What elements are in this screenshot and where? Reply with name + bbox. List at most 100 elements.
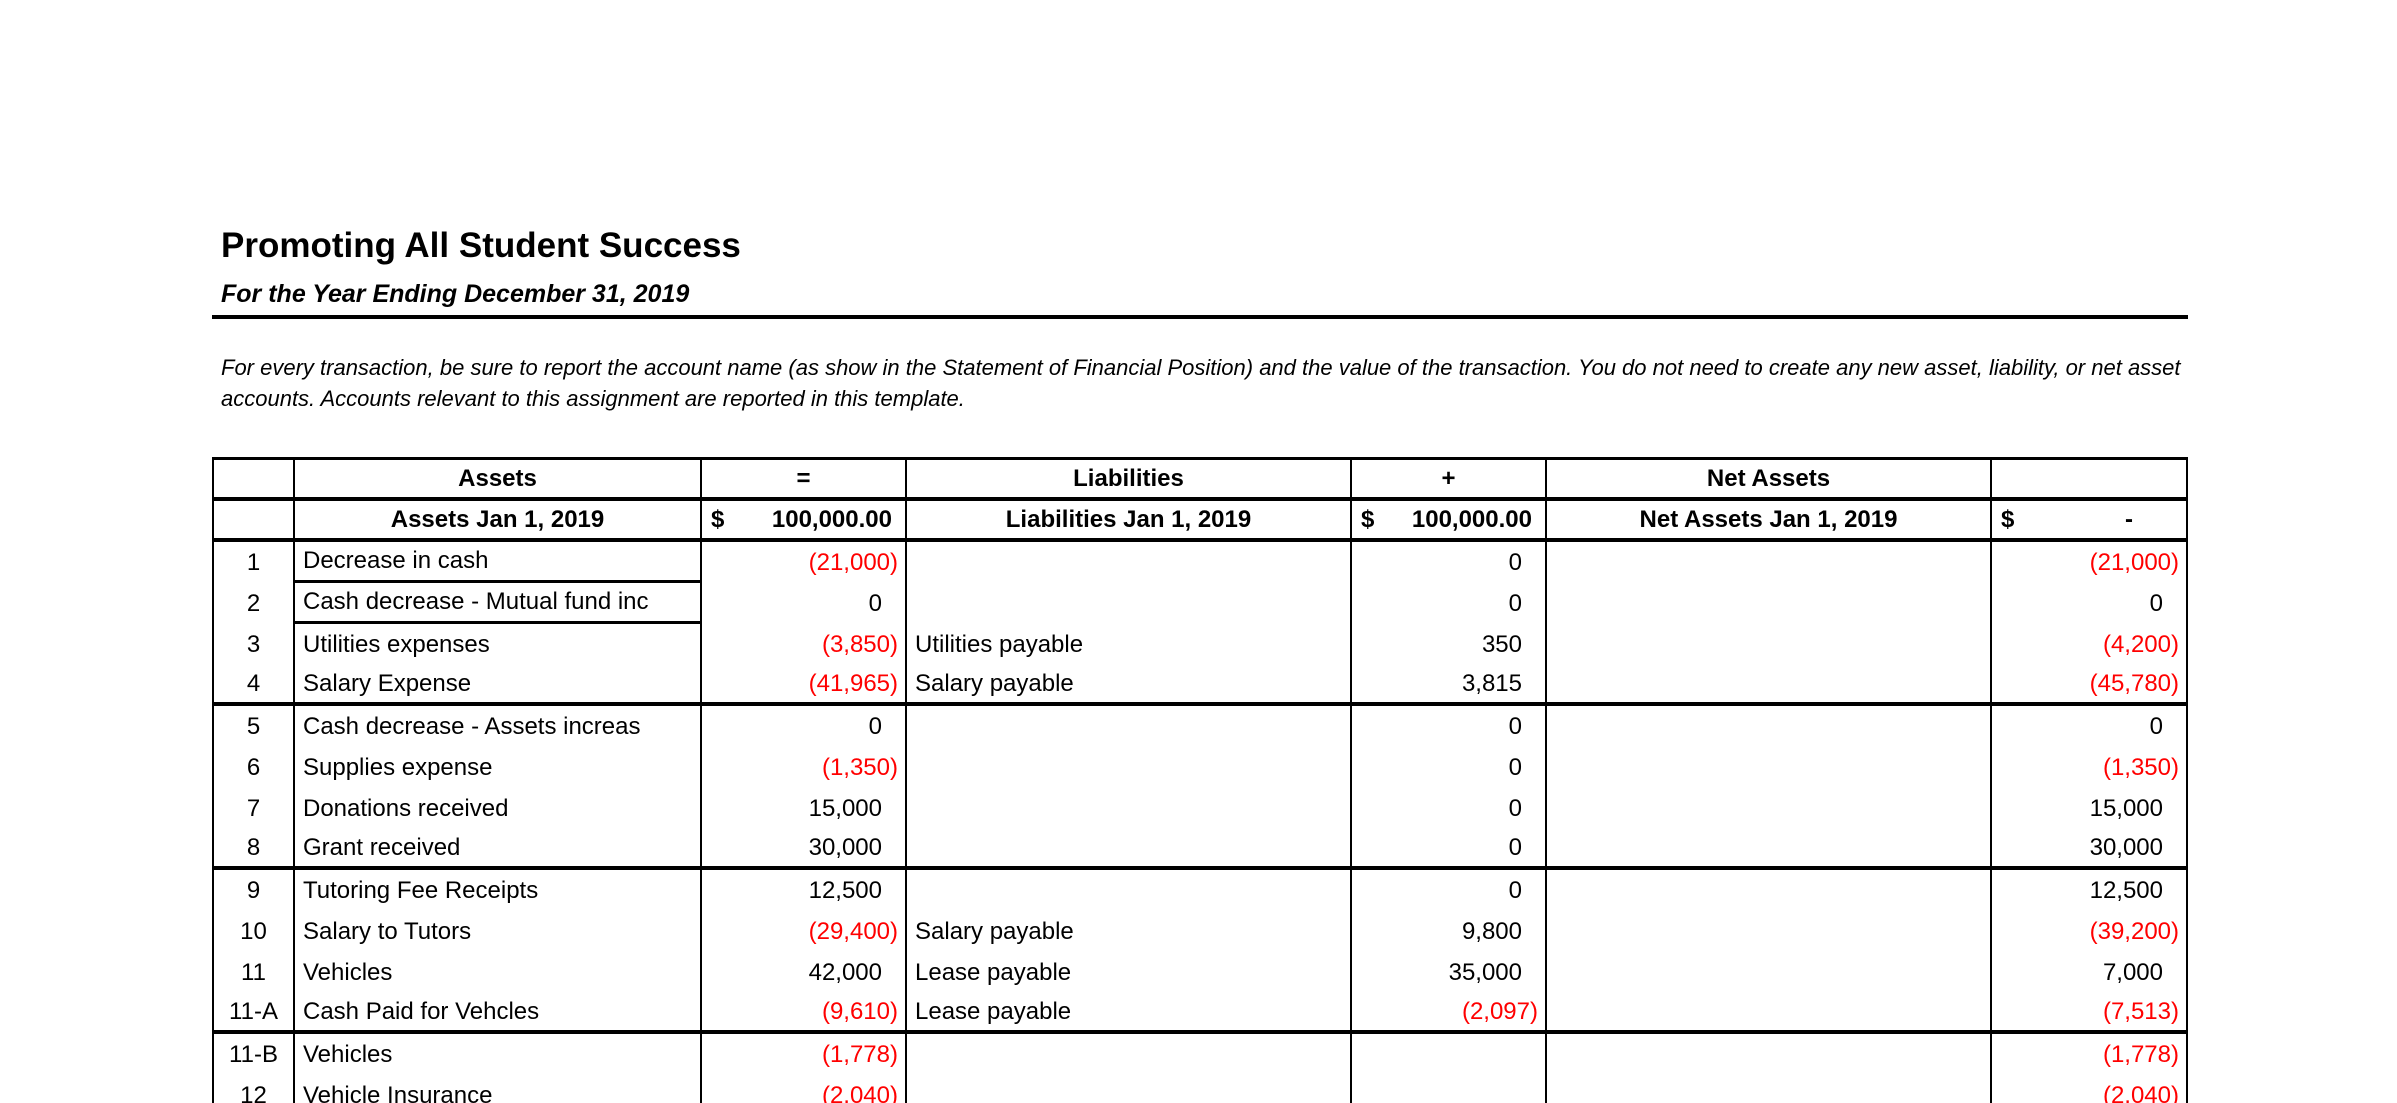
asset-value-cell[interactable]: (2,040) — [702, 1075, 907, 1103]
asset-account-cell[interactable]: Donations received — [295, 788, 702, 829]
asset-account-cell[interactable]: Cash decrease - Mutual fund inc — [295, 583, 702, 624]
liability-value-cell[interactable]: 35,000 — [1352, 952, 1547, 993]
table-row-11A: 11-A Cash Paid for Vehcles (9,610) Lease… — [214, 993, 2186, 1034]
liability-account-cell[interactable]: Salary payable — [907, 911, 1352, 952]
liability-value-cell[interactable]: 0 — [1352, 747, 1547, 788]
liabilities-beginning-label: Liabilities Jan 1, 2019 — [907, 501, 1352, 538]
liability-account-cell[interactable]: Lease payable — [907, 952, 1352, 993]
asset-value-cell[interactable]: (29,400) — [702, 911, 907, 952]
net-asset-value-cell[interactable]: (45,780) — [2089, 669, 2179, 697]
net-asset-account-cell[interactable] — [1547, 747, 1992, 788]
liability-value-cell[interactable]: 0 — [1352, 788, 1547, 829]
asset-value-cell[interactable]: 30,000 — [702, 829, 907, 866]
asset-value-cell[interactable]: (3,850) — [702, 624, 907, 665]
asset-account-cell[interactable]: Vehicles — [295, 952, 702, 993]
net-assets-beginning-value[interactable]: $ - — [1992, 501, 2186, 538]
net-asset-account-cell[interactable] — [1547, 665, 1992, 702]
liability-account-cell[interactable] — [907, 583, 1352, 624]
net-asset-account-cell[interactable] — [1547, 542, 1992, 583]
liability-account-cell[interactable]: Utilities payable — [907, 624, 1352, 665]
net-asset-account-cell[interactable] — [1547, 911, 1992, 952]
net-asset-account-cell[interactable] — [1547, 583, 1992, 624]
asset-value-cell[interactable]: 0 — [702, 706, 907, 747]
asset-account-cell[interactable]: Grant received — [295, 829, 702, 866]
net-asset-account-cell[interactable] — [1547, 829, 1992, 866]
table-row-8: 8 Grant received 30,000 0 30,000 — [214, 829, 2186, 870]
liability-account-cell[interactable] — [907, 747, 1352, 788]
net-asset-value-cell[interactable]: (1,778) — [2102, 1040, 2179, 1068]
liability-value-cell[interactable]: 350 — [1352, 624, 1547, 665]
liabilities-beginning-amount: 100,000.00 — [1411, 505, 1532, 533]
liability-account-cell[interactable] — [907, 1075, 1352, 1103]
net-asset-value-cell[interactable]: 15,000 — [2089, 794, 2163, 822]
liability-value-cell[interactable] — [1352, 1075, 1547, 1103]
liability-account-cell[interactable] — [907, 788, 1352, 829]
asset-account-cell[interactable]: Vehicle Insurance — [295, 1075, 702, 1103]
net-asset-value-cell[interactable]: 30,000 — [2089, 833, 2163, 861]
net-asset-account-cell[interactable] — [1547, 870, 1992, 911]
liability-value-cell[interactable]: 0 — [1352, 542, 1547, 583]
row-number-cell: 7 — [214, 788, 295, 829]
net-asset-value-cell[interactable]: (7,513) — [2102, 997, 2179, 1025]
net-asset-value-cell[interactable]: 0 — [2149, 589, 2163, 617]
asset-value-cell[interactable]: (9,610) — [702, 993, 907, 1030]
asset-account-cell[interactable]: Vehicles — [295, 1034, 702, 1075]
asset-value-cell[interactable]: 42,000 — [702, 952, 907, 993]
beginning-balance-row: Assets Jan 1, 2019 $ 100,000.00 Liabilit… — [214, 501, 2186, 542]
asset-account-cell[interactable]: Salary to Tutors — [295, 911, 702, 952]
net-asset-value-cell[interactable]: (21,000) — [2089, 548, 2179, 576]
liability-value-cell[interactable]: 0 — [1352, 706, 1547, 747]
net-asset-account-cell[interactable] — [1547, 788, 1992, 829]
liability-value-cell[interactable]: 0 — [1352, 829, 1547, 866]
asset-value-cell[interactable]: (1,778) — [702, 1034, 907, 1075]
liability-value-cell[interactable]: 9,800 — [1352, 911, 1547, 952]
row-number-cell: 1 — [214, 542, 295, 583]
asset-account-cell[interactable]: Cash decrease - Assets increas — [295, 706, 702, 747]
liability-value-cell[interactable]: 0 — [1352, 870, 1547, 911]
asset-value-cell[interactable]: 12,500 — [702, 870, 907, 911]
net-asset-value-cell[interactable]: (2,040) — [2102, 1081, 2179, 1103]
net-asset-account-cell[interactable] — [1547, 1034, 1992, 1075]
net-asset-value-cell[interactable]: 0 — [2149, 712, 2163, 740]
liability-account-cell[interactable] — [907, 706, 1352, 747]
net-asset-account-cell[interactable] — [1547, 993, 1992, 1030]
liability-value-cell[interactable]: 0 — [1352, 583, 1547, 624]
table-header-row: Assets = Liabilities + Net Assets — [214, 460, 2186, 501]
liability-account-cell[interactable] — [907, 542, 1352, 583]
net-asset-value-cell[interactable]: (39,200) — [2089, 917, 2179, 945]
row-number-cell: 4 — [214, 665, 295, 702]
net-asset-value-cell[interactable]: 12,500 — [2089, 876, 2163, 904]
asset-account-cell[interactable]: Cash Paid for Vehcles — [295, 993, 702, 1030]
asset-value-cell[interactable]: 15,000 — [702, 788, 907, 829]
net-asset-value-cell[interactable]: 7,000 — [2102, 958, 2163, 986]
asset-account-cell[interactable]: Supplies expense — [295, 747, 702, 788]
liability-account-cell[interactable]: Salary payable — [907, 665, 1352, 702]
assets-beginning-value[interactable]: $ 100,000.00 — [702, 501, 907, 538]
asset-value-cell[interactable]: (1,350) — [702, 747, 907, 788]
table-row-3: 3 Utilities expenses (3,850) Utilities p… — [214, 624, 2186, 665]
liability-value-cell[interactable]: 3,815 — [1352, 665, 1547, 702]
liability-account-cell[interactable] — [907, 870, 1352, 911]
assets-beginning-label: Assets Jan 1, 2019 — [295, 501, 702, 538]
asset-value-cell[interactable]: (21,000) — [702, 542, 907, 583]
liability-value-cell[interactable] — [1352, 1034, 1547, 1075]
net-assets-beginning-label: Net Assets Jan 1, 2019 — [1547, 501, 1992, 538]
asset-value-cell[interactable]: 0 — [702, 583, 907, 624]
asset-account-cell[interactable]: Decrease in cash — [295, 542, 702, 583]
net-asset-account-cell[interactable] — [1547, 706, 1992, 747]
liabilities-beginning-value[interactable]: $ 100,000.00 — [1352, 501, 1547, 538]
asset-value-cell[interactable]: (41,965) — [702, 665, 907, 702]
net-asset-account-cell[interactable] — [1547, 1075, 1992, 1103]
liability-value-cell[interactable]: (2,097) — [1352, 993, 1547, 1030]
liability-account-cell[interactable] — [907, 829, 1352, 866]
net-asset-value-cell[interactable]: (1,350) — [2102, 753, 2179, 781]
asset-account-cell[interactable]: Salary Expense — [295, 665, 702, 702]
asset-account-cell[interactable]: Utilities expenses — [295, 624, 702, 665]
liability-account-cell[interactable] — [907, 1034, 1352, 1075]
asset-account-cell[interactable]: Tutoring Fee Receipts — [295, 870, 702, 911]
liability-account-cell[interactable]: Lease payable — [907, 993, 1352, 1030]
row-number-cell: 12 — [214, 1075, 295, 1103]
net-asset-value-cell[interactable]: (4,200) — [2102, 630, 2179, 658]
net-asset-account-cell[interactable] — [1547, 624, 1992, 665]
net-asset-account-cell[interactable] — [1547, 952, 1992, 993]
